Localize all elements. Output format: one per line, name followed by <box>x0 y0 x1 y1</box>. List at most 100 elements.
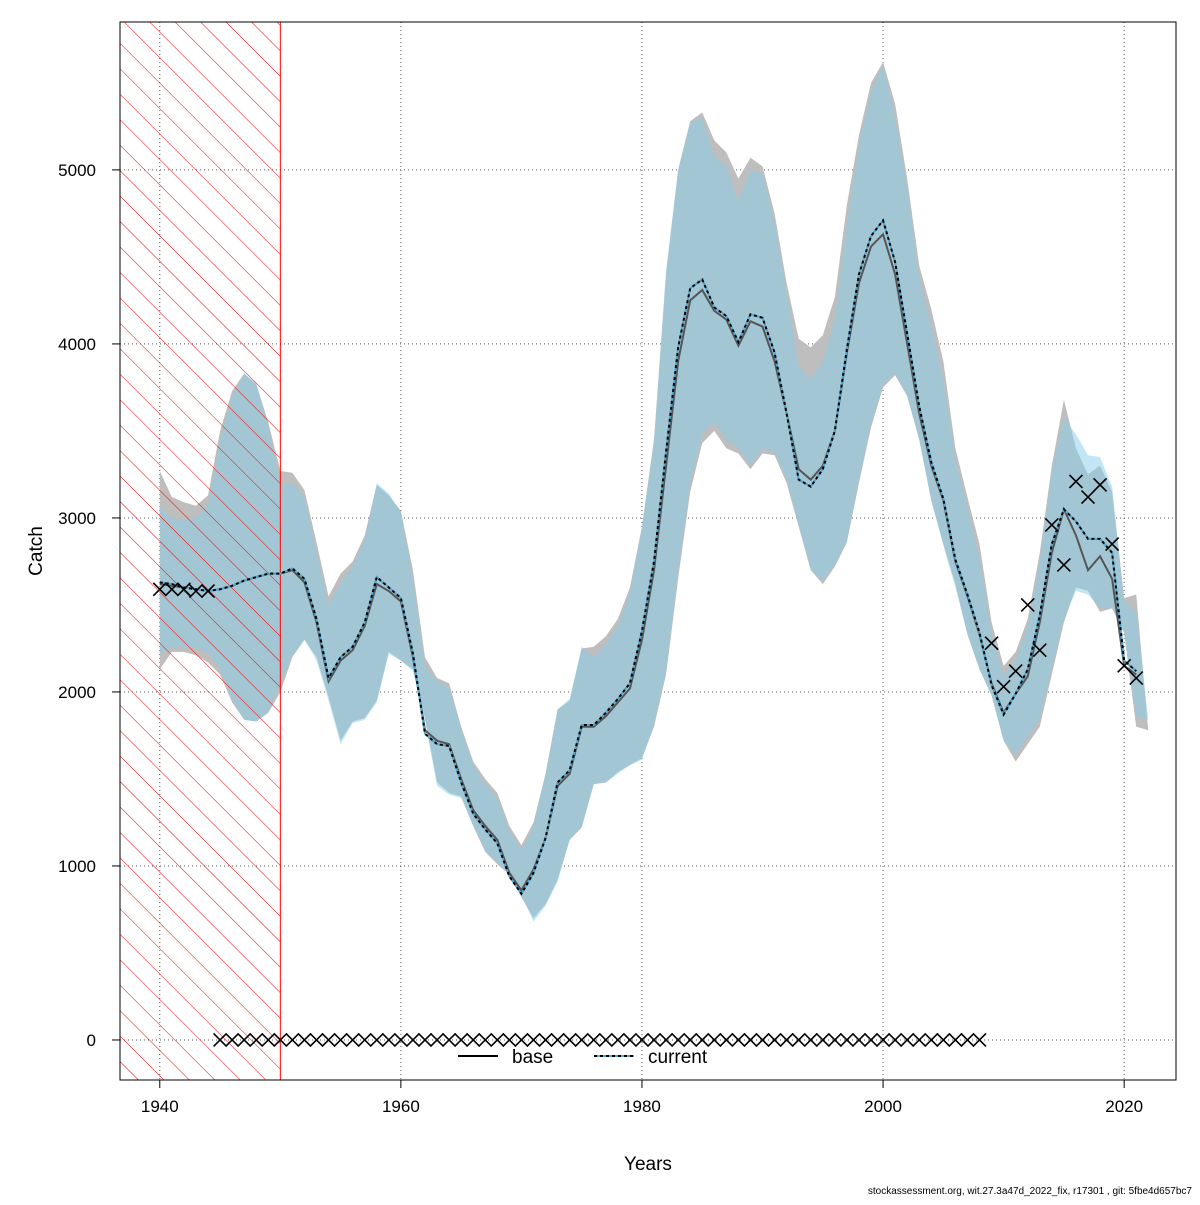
observation-point <box>393 1032 408 1048</box>
observation-point <box>225 1032 240 1048</box>
observation-point <box>839 1032 854 1048</box>
observation-point <box>791 1032 806 1048</box>
observation-point <box>490 1032 505 1048</box>
observation-point <box>779 1032 794 1048</box>
observation-point <box>634 1032 650 1048</box>
observation-point <box>429 1032 445 1048</box>
observation-point <box>550 1032 565 1048</box>
x-tick-label: 2000 <box>864 1097 902 1116</box>
observations <box>152 474 1144 1048</box>
observation-point <box>755 1032 770 1048</box>
observation-point <box>851 1032 867 1048</box>
observation-point <box>1056 557 1071 572</box>
observation-point <box>261 1032 276 1048</box>
observation-point <box>622 1032 637 1048</box>
observation-point <box>405 1032 420 1048</box>
observation-point <box>381 1032 396 1048</box>
x-tick-label: 1980 <box>623 1097 661 1116</box>
y-axis-label: Catch <box>26 526 47 576</box>
observation-point <box>273 1032 288 1048</box>
observation-point <box>466 1032 481 1048</box>
observation-point <box>1020 597 1035 613</box>
observation-point <box>188 583 204 599</box>
y-tick-label: 1000 <box>58 857 96 876</box>
y-tick-label: 2000 <box>58 683 96 702</box>
observation-point <box>815 1032 830 1048</box>
observation-point <box>671 1032 686 1048</box>
observation-point <box>598 1032 613 1048</box>
observation-point <box>309 1032 324 1048</box>
observation-point <box>574 1032 589 1048</box>
observation-point <box>900 1032 915 1048</box>
observation-point <box>200 583 216 599</box>
observation-point <box>152 582 167 597</box>
observation-point <box>417 1032 433 1048</box>
observation-point <box>357 1032 372 1048</box>
observation-point <box>1044 517 1059 532</box>
observation-point <box>1092 477 1108 492</box>
x-axis-label: Years <box>624 1154 672 1175</box>
observation-point <box>683 1032 698 1048</box>
observation-point <box>731 1032 746 1048</box>
observation-point <box>948 1032 963 1048</box>
observation-point <box>562 1032 577 1048</box>
observation-point <box>176 582 191 597</box>
observation-point <box>936 1032 951 1048</box>
hatched-region <box>119 21 281 1081</box>
observation-point <box>924 1032 939 1048</box>
observation-point <box>369 1032 384 1048</box>
observation-point <box>610 1032 625 1048</box>
observation-point <box>285 1032 300 1048</box>
observation-point <box>719 1032 734 1048</box>
y-tick-label: 3000 <box>58 509 96 528</box>
observation-point <box>1129 670 1144 686</box>
observation-point <box>333 1032 348 1048</box>
observation-point <box>695 1032 710 1048</box>
observation-point <box>960 1032 975 1048</box>
observation-point <box>212 1032 228 1048</box>
observation-point <box>478 1032 493 1048</box>
observation-point <box>502 1032 517 1048</box>
observation-point <box>454 1032 469 1048</box>
observation-point <box>659 1032 674 1048</box>
observation-point <box>321 1032 336 1048</box>
hatch-rect <box>119 21 281 1081</box>
observation-point <box>803 1032 818 1048</box>
observation-point <box>743 1032 758 1048</box>
observation-point <box>996 679 1011 694</box>
observation-point <box>876 1032 891 1048</box>
observation-point <box>1105 536 1120 552</box>
observation-point <box>526 1032 541 1048</box>
observation-point <box>1117 658 1132 673</box>
observation-point <box>912 1032 927 1048</box>
observation-point <box>646 1032 662 1048</box>
observation-point <box>1032 643 1047 658</box>
observation-point <box>586 1032 601 1048</box>
observation-point <box>707 1032 722 1048</box>
observation-point <box>345 1032 360 1048</box>
observation-point <box>442 1032 457 1048</box>
legend-label-base: base <box>512 1047 553 1068</box>
x-tick-label: 2020 <box>1105 1097 1143 1116</box>
series-lines <box>159 218 1137 896</box>
x-tick-label: 1960 <box>382 1097 420 1116</box>
observation-point <box>538 1032 553 1048</box>
observation-point <box>1008 664 1023 679</box>
line-current <box>159 218 1137 896</box>
plot-frame <box>119 21 1177 1081</box>
observation-point <box>297 1032 312 1048</box>
observation-point <box>249 1032 264 1048</box>
confidence-bands <box>159 62 1149 922</box>
footer-credit: stockassessment.org, wit.27.3a47d_2022_f… <box>868 1186 1193 1197</box>
legend-label-current: current <box>648 1047 708 1068</box>
observation-point <box>237 1032 252 1048</box>
x-axis: 1940 1960 1980 2000 2020 <box>141 1080 1143 1116</box>
observation-point <box>984 636 999 651</box>
y-tick-label: 5000 <box>58 161 96 180</box>
x-tick-label: 1940 <box>141 1097 179 1116</box>
observation-point <box>972 1032 987 1048</box>
observation-point <box>514 1032 529 1048</box>
observation-point <box>767 1032 782 1048</box>
y-axis: 0 1000 2000 3000 4000 5000 <box>58 161 120 1050</box>
